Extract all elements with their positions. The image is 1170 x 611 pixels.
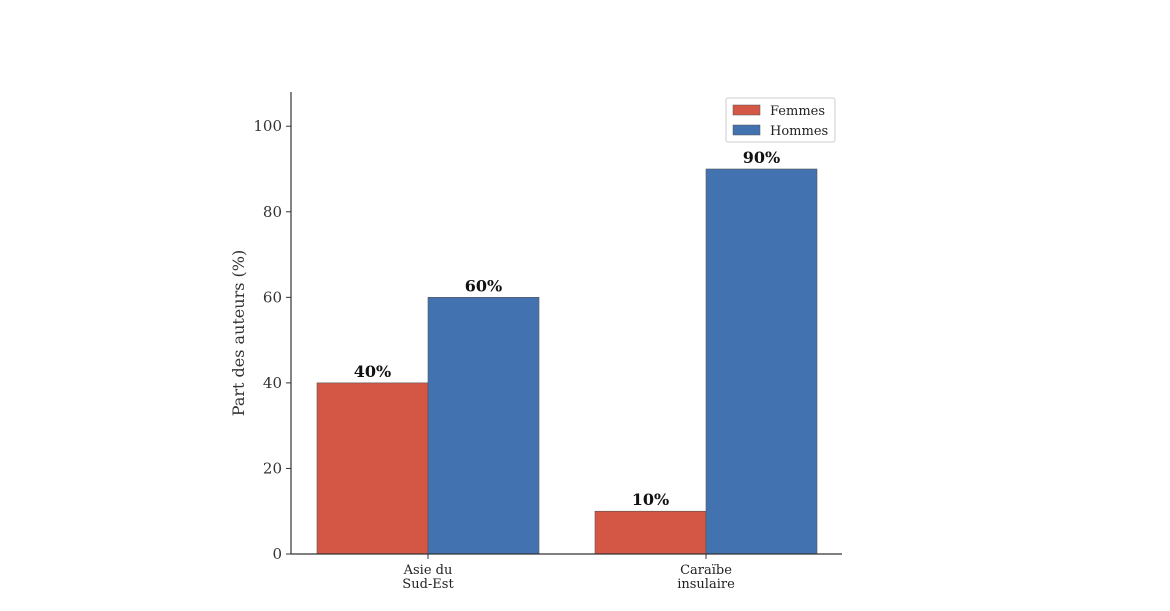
bar-hommes-2 [705, 168, 818, 555]
x-tick-label-line: Caraïbe [680, 563, 732, 578]
legend: Femmes Hommes [725, 97, 836, 143]
bar-value-label: 10% [632, 490, 669, 509]
x-tick-label-line: insulaire [677, 577, 735, 592]
legend-swatch-hommes [732, 124, 761, 136]
y-tick-label: 0 [272, 545, 282, 563]
x-tick-label: Asie du Sud-Est [402, 563, 454, 592]
x-axis-ticks: Asie du Sud-Est Caraïbe insulaire [402, 554, 735, 592]
bar-value-label: 90% [743, 148, 780, 167]
legend-label-femmes: Femmes [770, 104, 825, 119]
bar-femmes-1 [316, 382, 429, 555]
y-axis-title: Part des auteurs (%) [229, 250, 248, 416]
bar-hommes-1 [427, 297, 540, 555]
y-tick-label: 20 [263, 459, 282, 477]
y-tick-label: 60 [263, 288, 282, 306]
bar-femmes-2 [594, 510, 707, 555]
bars [316, 168, 818, 555]
bar-value-label: 60% [465, 276, 502, 295]
legend-label-hommes: Hommes [770, 124, 828, 139]
x-tick-label: Caraïbe insulaire [677, 563, 735, 592]
y-tick-label: 40 [263, 374, 282, 392]
x-tick-label-line: Asie du [403, 563, 453, 578]
y-tick-label: 100 [253, 117, 282, 135]
x-tick-label-line: Sud-Est [402, 577, 454, 592]
legend-swatch-femmes [732, 104, 761, 116]
y-tick-label: 80 [263, 203, 282, 221]
bar-value-labels: 40% 10% 60% 90% [354, 148, 780, 509]
y-axis-ticks: 0 20 40 60 80 100 [253, 117, 291, 563]
bar-value-label: 40% [354, 362, 391, 381]
